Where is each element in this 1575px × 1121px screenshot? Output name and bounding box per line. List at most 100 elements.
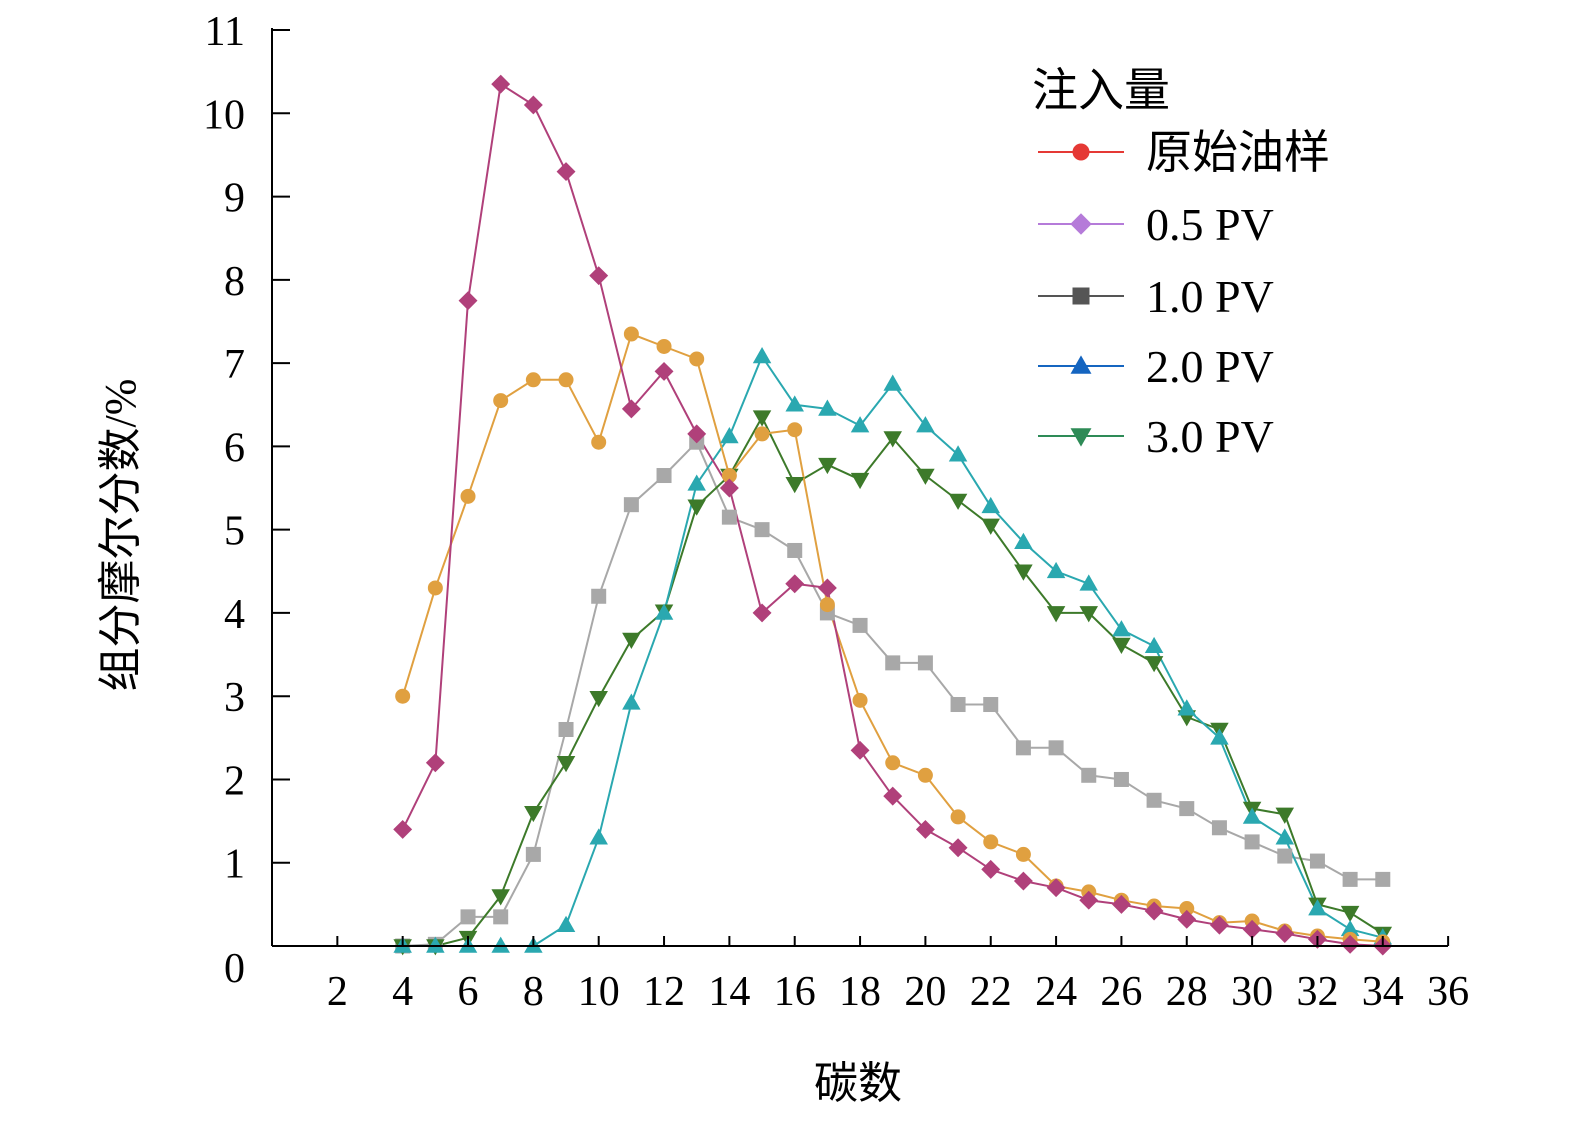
data-point xyxy=(1275,924,1295,943)
data-point xyxy=(1275,807,1295,824)
x-tick-label: 8 xyxy=(523,969,544,1015)
data-point xyxy=(948,493,968,510)
data-point xyxy=(1079,890,1099,910)
data-point xyxy=(785,477,804,494)
data-point xyxy=(752,603,772,623)
data-point xyxy=(917,767,933,783)
series-line xyxy=(402,416,1384,947)
data-point xyxy=(916,468,935,485)
data-point xyxy=(948,838,968,858)
x-tick-label: 26 xyxy=(1100,969,1142,1015)
data-point xyxy=(1046,878,1066,898)
legend-items: 原始油样 0.5 PV 1.0 PV 2.0 PV 3.0 PV xyxy=(1038,127,1330,462)
data-point xyxy=(1079,606,1099,623)
data-point xyxy=(1244,834,1260,850)
y-tick-label: 8 xyxy=(224,259,245,305)
data-point xyxy=(491,74,511,94)
data-point xyxy=(525,846,541,862)
data-point xyxy=(589,266,609,286)
legend-item: 2.0 PV xyxy=(1038,341,1274,392)
data-point xyxy=(1179,801,1195,817)
data-point xyxy=(1144,901,1164,921)
legend-label: 1.0 PV xyxy=(1146,271,1274,322)
data-point xyxy=(654,361,674,381)
data-point xyxy=(1013,871,1033,891)
data-point xyxy=(752,410,772,427)
data-point xyxy=(983,834,999,850)
x-tick-label: 14 xyxy=(708,969,750,1015)
data-point xyxy=(623,497,639,513)
plot-markers xyxy=(393,74,1393,956)
x-tick-label: 12 xyxy=(643,969,685,1015)
data-point xyxy=(885,755,901,771)
y-tick-label: 0 xyxy=(224,946,245,992)
legend-marker xyxy=(1070,428,1092,447)
legend-marker xyxy=(1070,213,1092,235)
data-point xyxy=(983,697,999,713)
x-tick-label: 30 xyxy=(1231,969,1273,1015)
data-point xyxy=(752,347,772,364)
data-point xyxy=(1014,564,1033,581)
y-tick-label: 5 xyxy=(224,509,245,555)
data-point xyxy=(427,580,443,596)
data-point xyxy=(950,809,966,825)
data-point xyxy=(1111,894,1131,914)
data-point xyxy=(491,889,510,906)
x-tick-label: 24 xyxy=(1035,969,1077,1015)
data-point xyxy=(720,426,739,444)
data-point xyxy=(948,445,968,462)
data-point xyxy=(656,468,672,484)
data-point xyxy=(1014,532,1033,549)
data-point xyxy=(1046,606,1066,623)
data-point xyxy=(885,655,901,671)
x-tick-label: 32 xyxy=(1296,969,1338,1015)
data-point xyxy=(1340,905,1360,923)
data-point xyxy=(589,691,608,708)
data-point xyxy=(787,542,803,558)
data-point xyxy=(819,597,835,613)
data-point xyxy=(1277,848,1293,864)
data-point xyxy=(1275,828,1295,845)
data-point xyxy=(687,499,706,516)
data-point xyxy=(1081,767,1097,783)
data-point xyxy=(558,721,574,737)
data-point xyxy=(917,655,933,671)
data-point xyxy=(687,424,707,444)
y-tick-label: 11 xyxy=(205,9,245,55)
data-point xyxy=(1015,846,1031,862)
data-point xyxy=(817,578,837,598)
data-point xyxy=(1210,728,1229,745)
legend-label: 原始油样 xyxy=(1146,127,1330,178)
data-point xyxy=(460,488,476,504)
data-point xyxy=(591,588,607,604)
y-tick-label: 3 xyxy=(224,675,245,721)
series-markers xyxy=(393,74,1393,956)
data-point xyxy=(689,351,705,367)
legend: 注入量 原始油样 0.5 PV 1.0 PV 2.0 PV 3.0 PV xyxy=(1032,65,1330,462)
legend-marker xyxy=(1070,355,1092,374)
data-point xyxy=(787,422,803,438)
data-point xyxy=(719,478,739,498)
data-point xyxy=(458,291,478,311)
data-point xyxy=(1342,871,1358,887)
x-tick-label: 22 xyxy=(970,969,1012,1015)
legend-item: 0.5 PV xyxy=(1038,199,1274,250)
y-tick-label: 1 xyxy=(224,842,245,888)
data-point xyxy=(1146,792,1162,808)
y-ticks: 0 1 2 3 4 5 6 7 8 9 10 11 xyxy=(203,9,290,992)
data-point xyxy=(1144,636,1164,654)
data-point xyxy=(1211,820,1227,836)
data-point xyxy=(818,457,837,475)
x-tick-label: 6 xyxy=(458,969,479,1015)
data-point xyxy=(981,518,1001,535)
data-point xyxy=(852,617,868,633)
data-point xyxy=(850,416,870,433)
data-point xyxy=(656,338,672,354)
data-point xyxy=(1308,899,1327,916)
data-point xyxy=(1242,807,1262,824)
x-tick-label: 16 xyxy=(774,969,816,1015)
data-point xyxy=(622,632,641,649)
data-point xyxy=(1112,620,1131,637)
data-point xyxy=(623,326,639,342)
